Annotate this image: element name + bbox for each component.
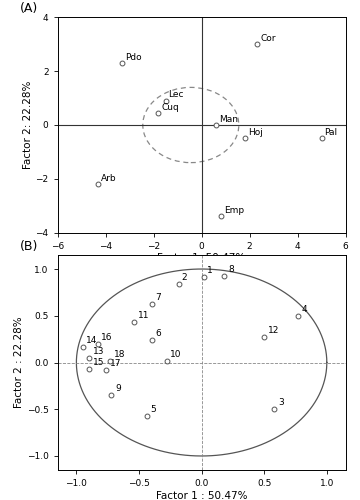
Text: 8: 8 — [228, 264, 234, 274]
Text: Cuq: Cuq — [161, 102, 179, 112]
Text: 7: 7 — [155, 292, 161, 302]
Text: 18: 18 — [114, 350, 125, 359]
Text: 16: 16 — [102, 333, 113, 342]
Text: 9: 9 — [115, 384, 121, 394]
Text: Pdo: Pdo — [125, 53, 141, 62]
Text: 4: 4 — [302, 305, 307, 314]
Text: 12: 12 — [268, 326, 279, 336]
Text: 1: 1 — [207, 266, 212, 274]
Text: Emp: Emp — [224, 206, 244, 215]
Text: 5: 5 — [150, 405, 156, 414]
Y-axis label: Factor 2 : 22.28%: Factor 2 : 22.28% — [14, 316, 24, 408]
Text: 15: 15 — [93, 358, 104, 367]
Text: (A): (A) — [20, 2, 39, 16]
Text: (B): (B) — [20, 240, 39, 253]
X-axis label: Factor 1: 50.47%: Factor 1: 50.47% — [157, 254, 246, 264]
Y-axis label: Factor 2: 22.28%: Factor 2: 22.28% — [23, 81, 33, 169]
Text: 6: 6 — [155, 329, 161, 338]
Text: 2: 2 — [181, 273, 187, 282]
Text: 3: 3 — [278, 398, 284, 407]
Text: 14: 14 — [86, 336, 98, 344]
Text: 10: 10 — [170, 350, 182, 359]
X-axis label: Factor 1 : 50.47%: Factor 1 : 50.47% — [156, 491, 247, 500]
Text: Arb: Arb — [101, 174, 117, 183]
Text: Hoj: Hoj — [248, 128, 262, 137]
Text: Pal: Pal — [324, 128, 338, 137]
Text: Cor: Cor — [260, 34, 276, 43]
Text: Lec: Lec — [168, 90, 184, 100]
Text: 11: 11 — [138, 312, 149, 320]
Text: 17: 17 — [110, 359, 122, 368]
Text: Man: Man — [219, 114, 238, 124]
Text: 13: 13 — [93, 347, 104, 356]
